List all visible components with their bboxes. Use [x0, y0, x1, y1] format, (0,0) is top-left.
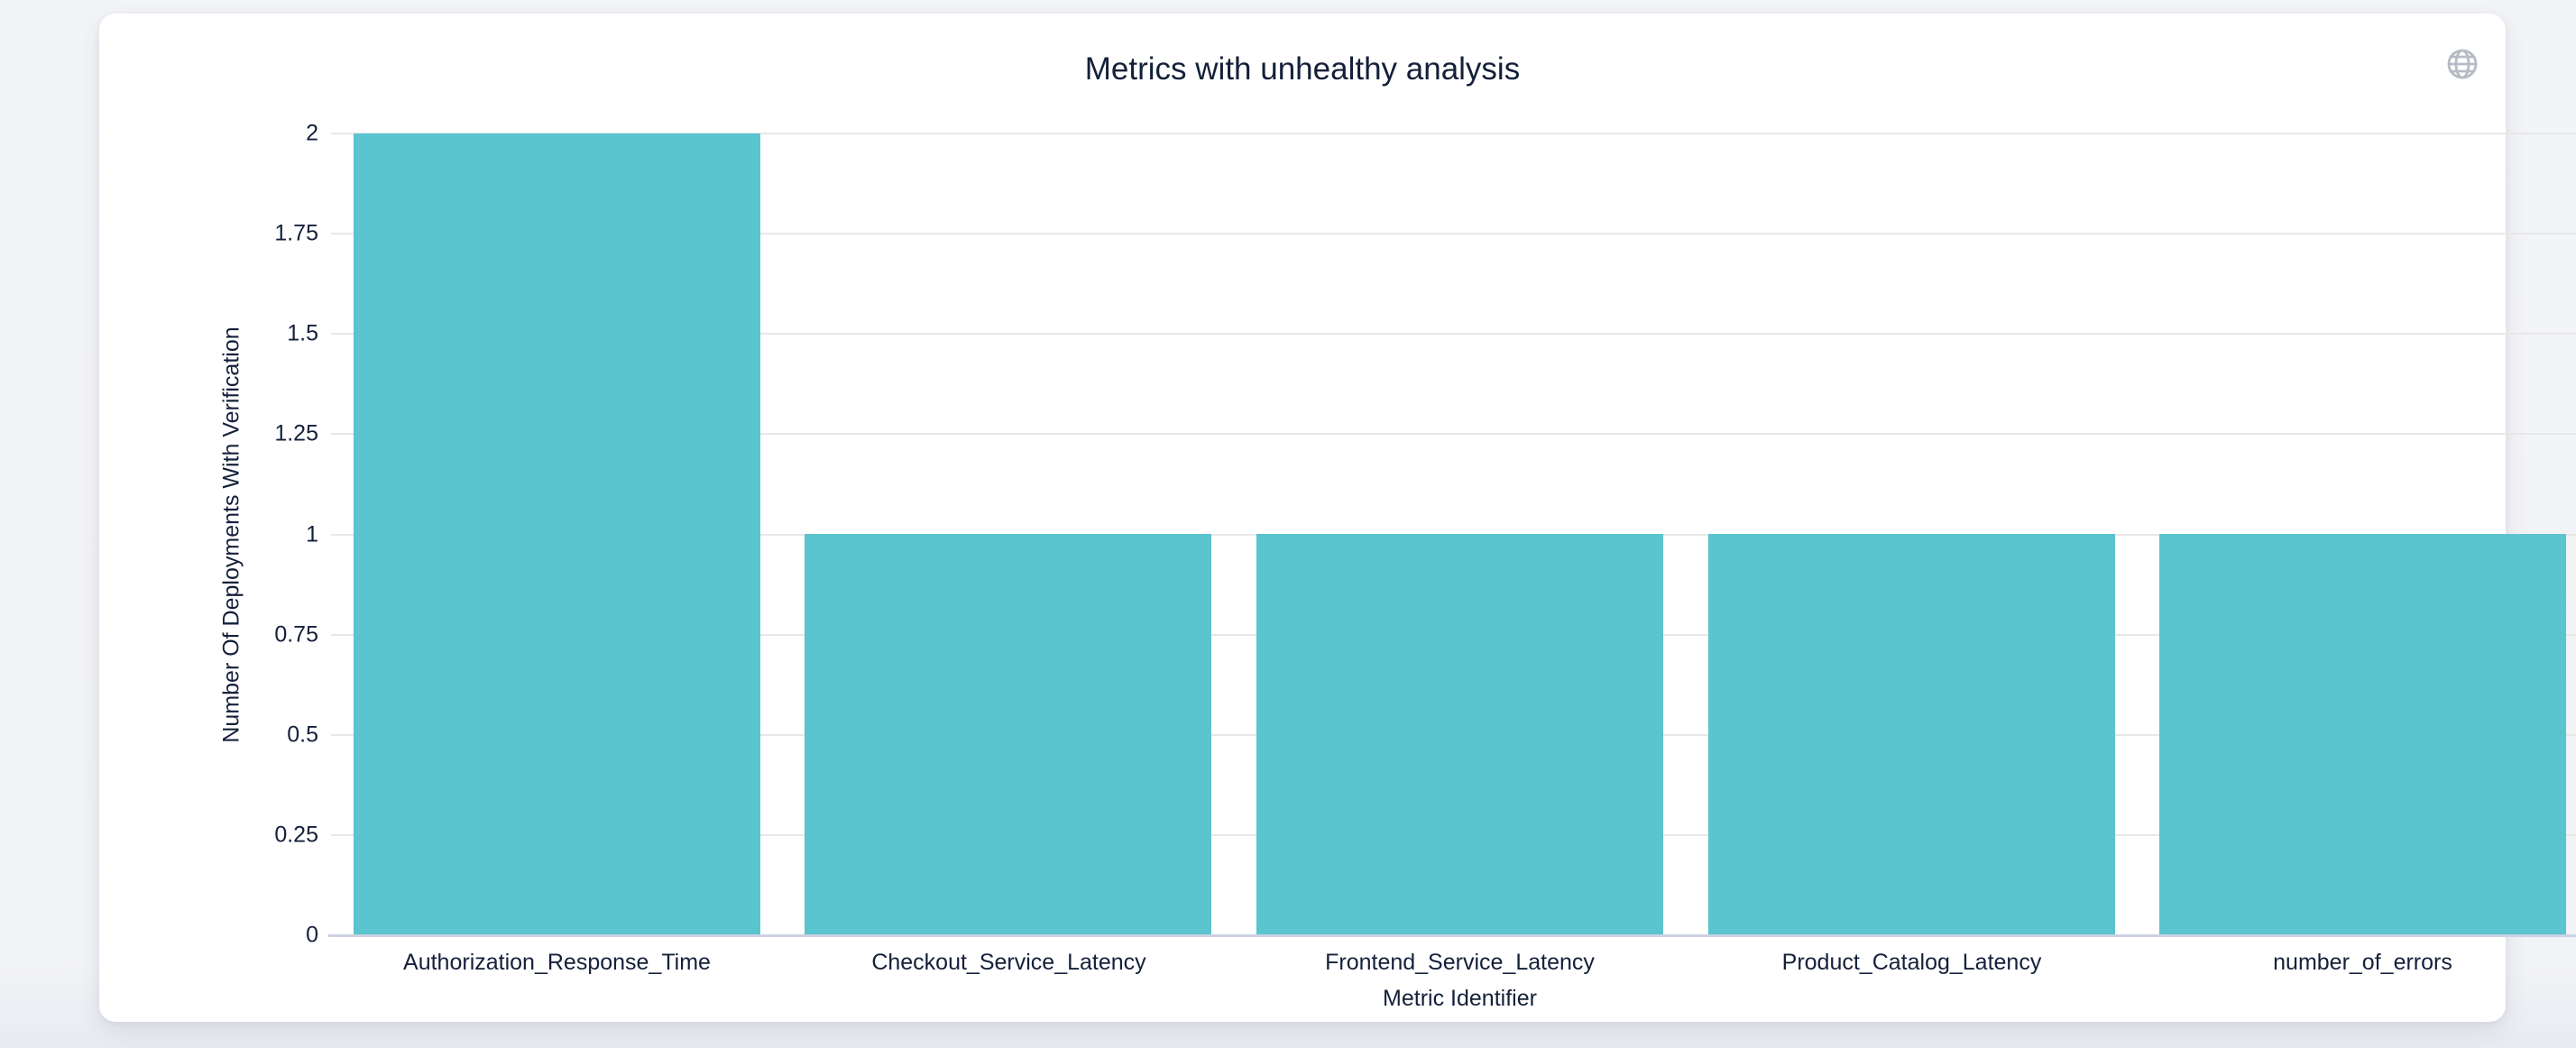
bar[interactable]: [1256, 534, 1663, 935]
y-tick-label: 1.5: [287, 320, 318, 346]
gridline: [331, 333, 2576, 336]
x-category-label: Frontend_Service_Latency: [1325, 950, 1595, 975]
x-category-label: Checkout_Service_Latency: [871, 950, 1146, 975]
plot-area: Number Of Deployments With Verification …: [219, 121, 2576, 1011]
x-category-label: Authorization_Response_Time: [403, 950, 711, 975]
bar[interactable]: [2159, 534, 2566, 935]
gridline: [331, 233, 2576, 235]
bar[interactable]: [1708, 534, 2115, 935]
y-tick-label: 1: [306, 521, 318, 547]
globe-icon[interactable]: [2444, 46, 2480, 82]
y-tick-label: 0.25: [274, 822, 318, 848]
y-tick-label: 1.25: [274, 420, 318, 446]
chart-title: Metrics with unhealthy analysis: [1084, 51, 1521, 87]
y-tick-label: 0.75: [274, 621, 318, 648]
y-tick-label: 1.75: [274, 220, 318, 246]
gridline: [331, 433, 2576, 436]
bar[interactable]: [354, 133, 760, 935]
y-tick-label: 0.5: [287, 722, 318, 748]
chart-card: Metrics with unhealthy analysis Number O…: [99, 14, 2576, 1022]
y-tick-label: 2: [306, 120, 318, 146]
bar[interactable]: [805, 534, 1211, 935]
y-tick-label: 0: [306, 922, 318, 948]
x-axis-line: [328, 934, 2576, 937]
x-category-label: Product_Catalog_Latency: [1781, 950, 2042, 975]
gridline: [331, 133, 2576, 134]
x-category-label: number_of_errors: [2273, 950, 2452, 975]
x-axis-title: Metric Identifier: [1383, 986, 1537, 1011]
